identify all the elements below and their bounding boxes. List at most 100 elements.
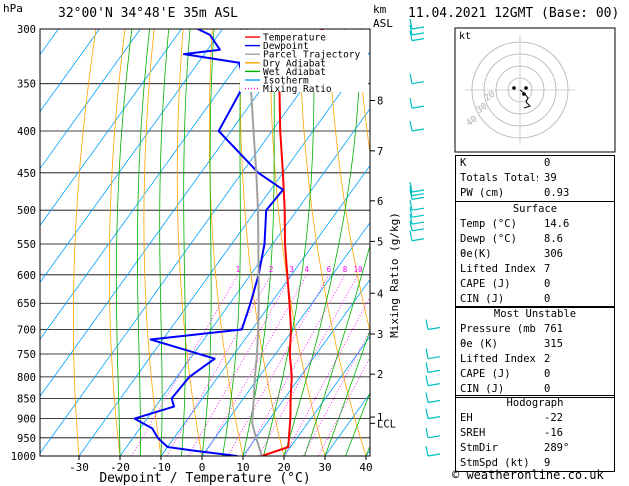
dry-adiabat-line bbox=[619, 29, 629, 456]
legend-label: Wet Adiabat bbox=[263, 67, 326, 78]
most-unstable-table: Most Unstable Pressure (mb) 761 θe (K) 315… bbox=[455, 306, 615, 398]
temperature-tick-label: -10 bbox=[151, 461, 171, 474]
mixing-ratio-label: 8 bbox=[343, 265, 348, 274]
isotherm-line bbox=[0, 29, 17, 456]
unstable-row-value: 0 bbox=[544, 368, 551, 380]
isotherm-line bbox=[40, 29, 141, 170]
wind-barb-flag bbox=[409, 200, 413, 211]
dry-adiabat-line bbox=[208, 29, 244, 456]
dewpoint-line bbox=[133, 29, 284, 456]
wind-barb bbox=[411, 193, 425, 197]
wind-barb-flag bbox=[409, 207, 413, 218]
pressure-tick-label: 800 bbox=[17, 372, 36, 384]
surface-row-value: 0 bbox=[544, 278, 551, 290]
mixing-ratio-line bbox=[227, 274, 330, 456]
surface-row-label: CAPE (J) bbox=[460, 278, 511, 290]
wet-adiabat-line bbox=[304, 243, 370, 456]
mixing-ratio-label: 6 bbox=[327, 265, 332, 274]
wind-barb bbox=[427, 369, 441, 373]
wind-barb bbox=[411, 221, 425, 225]
wind-barb bbox=[411, 189, 425, 193]
wind-barb-flag bbox=[409, 230, 413, 241]
legend-label: Temperature bbox=[263, 33, 326, 44]
hodograph-point bbox=[522, 92, 526, 96]
wet-adiabat-line bbox=[345, 391, 370, 456]
wind-barb-flag bbox=[409, 189, 413, 200]
wind-barb bbox=[411, 32, 425, 36]
mixing-ratio-line bbox=[303, 329, 370, 456]
mixing-ratio-line bbox=[258, 274, 359, 456]
pressure-tick-label: 850 bbox=[17, 393, 36, 405]
location-label: 32°00'N 34°48'E 35m ASL bbox=[58, 6, 239, 21]
temperature-tick-label: 30 bbox=[318, 461, 331, 474]
dry-adiabat-line bbox=[357, 29, 370, 156]
isotherm-line bbox=[40, 29, 223, 284]
mixing-ratio-label: 3 bbox=[289, 265, 294, 274]
surface-title: Surface bbox=[512, 203, 558, 215]
wind-barb bbox=[411, 105, 425, 109]
hodograph-point bbox=[512, 86, 516, 90]
hodograph-unit: kt bbox=[459, 31, 471, 42]
wind-barb bbox=[411, 196, 425, 200]
mixing-ratio-line bbox=[204, 274, 308, 456]
hodograph-row-label: SREH bbox=[460, 427, 486, 439]
wind-barb bbox=[411, 214, 425, 218]
isotherm-line bbox=[40, 29, 182, 227]
wind-barb-flag bbox=[409, 220, 413, 231]
mixing-ratio-axis-label: Mixing Ratio (g/kg) bbox=[388, 212, 401, 338]
wind-barb bbox=[411, 38, 425, 42]
pressure-tick-label: 500 bbox=[17, 205, 36, 217]
wind-barb-flag bbox=[425, 427, 429, 438]
legend-label: Dewpoint bbox=[263, 41, 309, 52]
wind-barb-flag bbox=[409, 181, 413, 193]
dry-adiabat-line bbox=[73, 29, 97, 456]
axes: 3003504004505005506006507007508008509009… bbox=[11, 24, 396, 474]
mixing-ratio-line bbox=[317, 356, 370, 456]
wind-barb bbox=[427, 326, 441, 331]
pressure-tick-label: 600 bbox=[17, 270, 36, 282]
hodograph-row-label: StmDir bbox=[460, 442, 498, 454]
wind-barb-flag bbox=[409, 98, 413, 109]
hodograph-row-value: -22 bbox=[544, 412, 563, 424]
temperature-tick-label: -20 bbox=[110, 461, 130, 474]
wet-adiabat-line bbox=[263, 29, 315, 456]
wind-barb-flag bbox=[409, 185, 413, 196]
mixing-ratio-label: 1 bbox=[236, 265, 241, 274]
wind-barb-flag bbox=[409, 24, 413, 35]
pressure-tick-label: 450 bbox=[17, 168, 36, 180]
hodograph-row-label: EH bbox=[460, 412, 473, 424]
surface-table: Surface Temp (°C) 14.6 Dewp (°C) 8.6 θe(K)… bbox=[455, 201, 615, 308]
pressure-tick-label: 550 bbox=[17, 239, 36, 251]
temperature-tick-label: 0 bbox=[199, 461, 206, 474]
wind-barb bbox=[427, 399, 441, 404]
date-label: 11.04.2021 12GMT (Base: 00) bbox=[408, 6, 620, 21]
surface-row-value: 306 bbox=[544, 248, 563, 260]
wind-barb-flag bbox=[425, 408, 429, 419]
wind-barb bbox=[427, 453, 441, 457]
wind-barb bbox=[411, 207, 425, 211]
parcel-trajectory-line bbox=[246, 29, 263, 456]
unstable-row-label: Lifted Index bbox=[460, 353, 536, 365]
height-tick-label: 2 bbox=[377, 369, 383, 381]
mixing-ratio-label: 25 bbox=[409, 265, 418, 274]
surface-row-label: Temp (°C) bbox=[460, 218, 517, 230]
x-axis-label: Dewpoint / Temperature (°C) bbox=[99, 471, 310, 486]
wet-adiabat-line bbox=[116, 29, 133, 456]
height-axis-unit: km bbox=[373, 3, 387, 16]
wet-adiabat-line bbox=[222, 29, 243, 456]
most-unstable-title: Most Unstable bbox=[493, 308, 577, 320]
mixing-ratio-label: 15 bbox=[378, 265, 387, 274]
wind-barb-flag bbox=[409, 213, 413, 225]
pressure-tick-label: 700 bbox=[17, 325, 36, 337]
dry-adiabat-line bbox=[328, 29, 370, 333]
wet-adiabat-line bbox=[283, 29, 362, 456]
wind-barb bbox=[427, 416, 441, 420]
unstable-row-label: θe (K) bbox=[460, 338, 498, 350]
hodograph-row-label: StmSpd (kt) bbox=[460, 457, 530, 469]
surface-row-label: Lifted Index bbox=[460, 263, 536, 275]
wind-barb-flag bbox=[409, 120, 413, 132]
surface-row-value: 8.6 bbox=[544, 233, 563, 245]
wet-adiabat-line bbox=[201, 29, 215, 456]
